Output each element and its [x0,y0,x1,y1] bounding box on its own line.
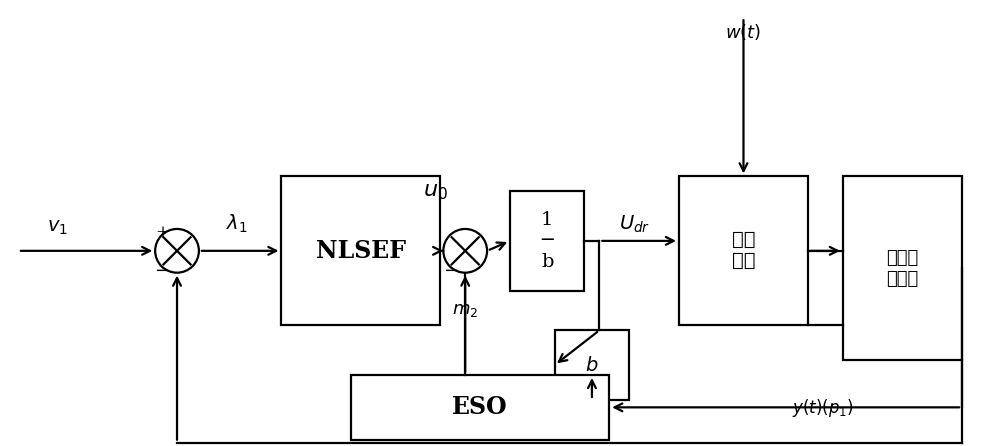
Text: −: − [443,262,458,280]
Bar [555,330,629,400]
Bar [843,176,962,360]
Bar [679,176,808,326]
Bar [510,191,584,291]
Text: 微分同
胚映射: 微分同 胚映射 [886,249,919,288]
Text: 1
─
b: 1 ─ b [541,211,553,271]
Text: $y(t)(p_1)$: $y(t)(p_1)$ [792,397,854,419]
Text: $u_0$: $u_0$ [423,180,448,202]
Circle shape [155,229,199,273]
Text: $v_1$: $v_1$ [47,219,68,237]
Circle shape [443,229,487,273]
Text: −: − [155,262,170,280]
Text: +: + [155,224,169,241]
Text: $b$: $b$ [585,355,599,375]
Text: $U_{dr}$: $U_{dr}$ [619,213,650,235]
Text: $\lambda_1$: $\lambda_1$ [226,213,248,235]
Text: $m_2$: $m_2$ [452,301,478,319]
Bar [281,176,440,326]
Text: $w(t)$: $w(t)$ [725,22,762,42]
Text: ESO: ESO [452,395,508,419]
Text: 被控
对象: 被控 对象 [732,231,755,270]
Text: NLSEF: NLSEF [316,239,406,263]
Bar [351,375,609,440]
